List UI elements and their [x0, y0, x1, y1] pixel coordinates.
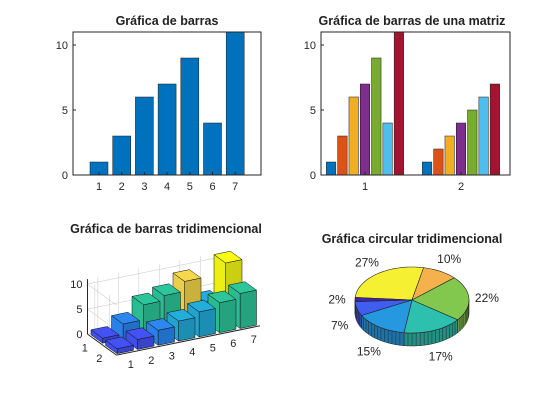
- pie-slice: [411, 277, 470, 321]
- bar: [489, 83, 500, 176]
- bar-face: [198, 308, 216, 338]
- bar3d: [145, 318, 176, 346]
- z-tick-label: 5: [76, 304, 82, 316]
- y-tick-label: 10: [56, 40, 68, 52]
- pie-slice: [354, 266, 425, 301]
- bar: [371, 57, 382, 176]
- y-tick-label: 1: [82, 342, 88, 354]
- bar-face: [219, 298, 237, 334]
- pie-slice-label: 10%: [437, 252, 461, 266]
- pie-slice-label: 2%: [328, 292, 346, 306]
- x-tick-label: 5: [210, 342, 216, 354]
- axes-box: [320, 31, 511, 176]
- y-tick-label: 10: [304, 40, 316, 52]
- bar-face: [213, 250, 243, 264]
- x-tick-label: 3: [169, 351, 175, 363]
- x-tick-label: 2: [119, 181, 125, 193]
- bar3d: [104, 336, 135, 355]
- bar3d: [90, 326, 120, 344]
- z-tick-label: 0: [76, 329, 82, 341]
- y-tick-label: 5: [310, 105, 316, 117]
- bar: [478, 96, 489, 176]
- x-tick-label: 6: [209, 181, 215, 193]
- chart-title: Gráfica de barras: [116, 14, 219, 28]
- bar-face: [104, 336, 135, 349]
- bar3d: [125, 327, 155, 350]
- bar: [337, 135, 348, 176]
- bar-face: [131, 292, 161, 306]
- y-tick-label: 2: [96, 353, 102, 365]
- bar: [422, 161, 433, 176]
- x-tick-label: 7: [232, 181, 238, 193]
- bar: [360, 83, 370, 176]
- pie-slice: [354, 297, 413, 302]
- pie3d-chart-panel: Gráfica circular tridimencional 27% 10% 22…: [322, 232, 503, 363]
- x-axis-line: [116, 325, 261, 356]
- grouped-bar-chart-panel: Gráfica de barras de una matriz 0 5 10 1 2: [304, 14, 511, 193]
- bar-face: [186, 299, 217, 313]
- bar-face: [207, 290, 237, 303]
- bar: [326, 161, 337, 176]
- bar: [467, 109, 478, 176]
- x-tick-label: 4: [189, 346, 195, 358]
- x-tick-label: 6: [230, 338, 236, 350]
- bar: [203, 122, 222, 176]
- bar-face: [172, 269, 202, 282]
- x-tick-label: 5: [187, 181, 193, 193]
- x-tick-label: 2: [458, 181, 464, 193]
- grid-line: [87, 283, 117, 306]
- x-tick-label: 2: [148, 355, 154, 367]
- x-tick-label: 1: [362, 181, 368, 193]
- pie-slice: [411, 267, 455, 301]
- pie-slice-label: 15%: [357, 344, 381, 358]
- bar: [433, 148, 444, 176]
- bar: [382, 122, 393, 176]
- y-tick-label: 0: [62, 170, 68, 182]
- bar: [225, 31, 245, 176]
- chart-title: Gráfica de barras tridimencional: [70, 222, 262, 236]
- bar: [157, 83, 177, 176]
- bar-chart-panel: Gráfica de barras 0 5 10 1 2 3 4 5 6 7: [56, 14, 262, 193]
- bar-face: [239, 289, 257, 329]
- chart-title: Gráfica circular tridimencional: [322, 232, 503, 246]
- bar: [135, 96, 154, 176]
- chart-title: Gráfica de barras de una matriz: [319, 14, 506, 28]
- x-tick-label: 4: [164, 181, 170, 193]
- x-tick-label: 1: [96, 181, 102, 193]
- bar: [112, 135, 131, 176]
- bar-face: [151, 283, 182, 296]
- bar-face: [178, 317, 196, 342]
- pie-slice: [403, 299, 459, 334]
- y-tick-label: 5: [62, 105, 68, 117]
- pie-slice-label: 27%: [355, 255, 379, 269]
- bar: [444, 135, 455, 176]
- x-tick-label: 1: [128, 359, 134, 371]
- bar-face: [145, 318, 176, 331]
- pie-slice-label: 22%: [475, 291, 499, 305]
- pie-slice-label: 7%: [331, 318, 349, 332]
- y-tick-label: 0: [310, 170, 316, 182]
- bar: [456, 122, 466, 176]
- pie-slice: [354, 299, 413, 316]
- bar-face: [110, 311, 141, 325]
- x-tick-label: 7: [251, 334, 257, 346]
- pie-slice: [361, 299, 413, 334]
- bar: [393, 31, 404, 176]
- pie-slice-label: 17%: [429, 349, 453, 363]
- x-tick-label: 3: [141, 181, 147, 193]
- bar: [180, 57, 200, 176]
- bar-face: [227, 281, 258, 294]
- bar-face: [90, 326, 120, 339]
- y-axis-line: [87, 333, 117, 356]
- bar: [348, 96, 359, 176]
- bar-face: [125, 327, 155, 340]
- z-tick-label: 10: [70, 279, 82, 291]
- bar-face: [166, 309, 196, 322]
